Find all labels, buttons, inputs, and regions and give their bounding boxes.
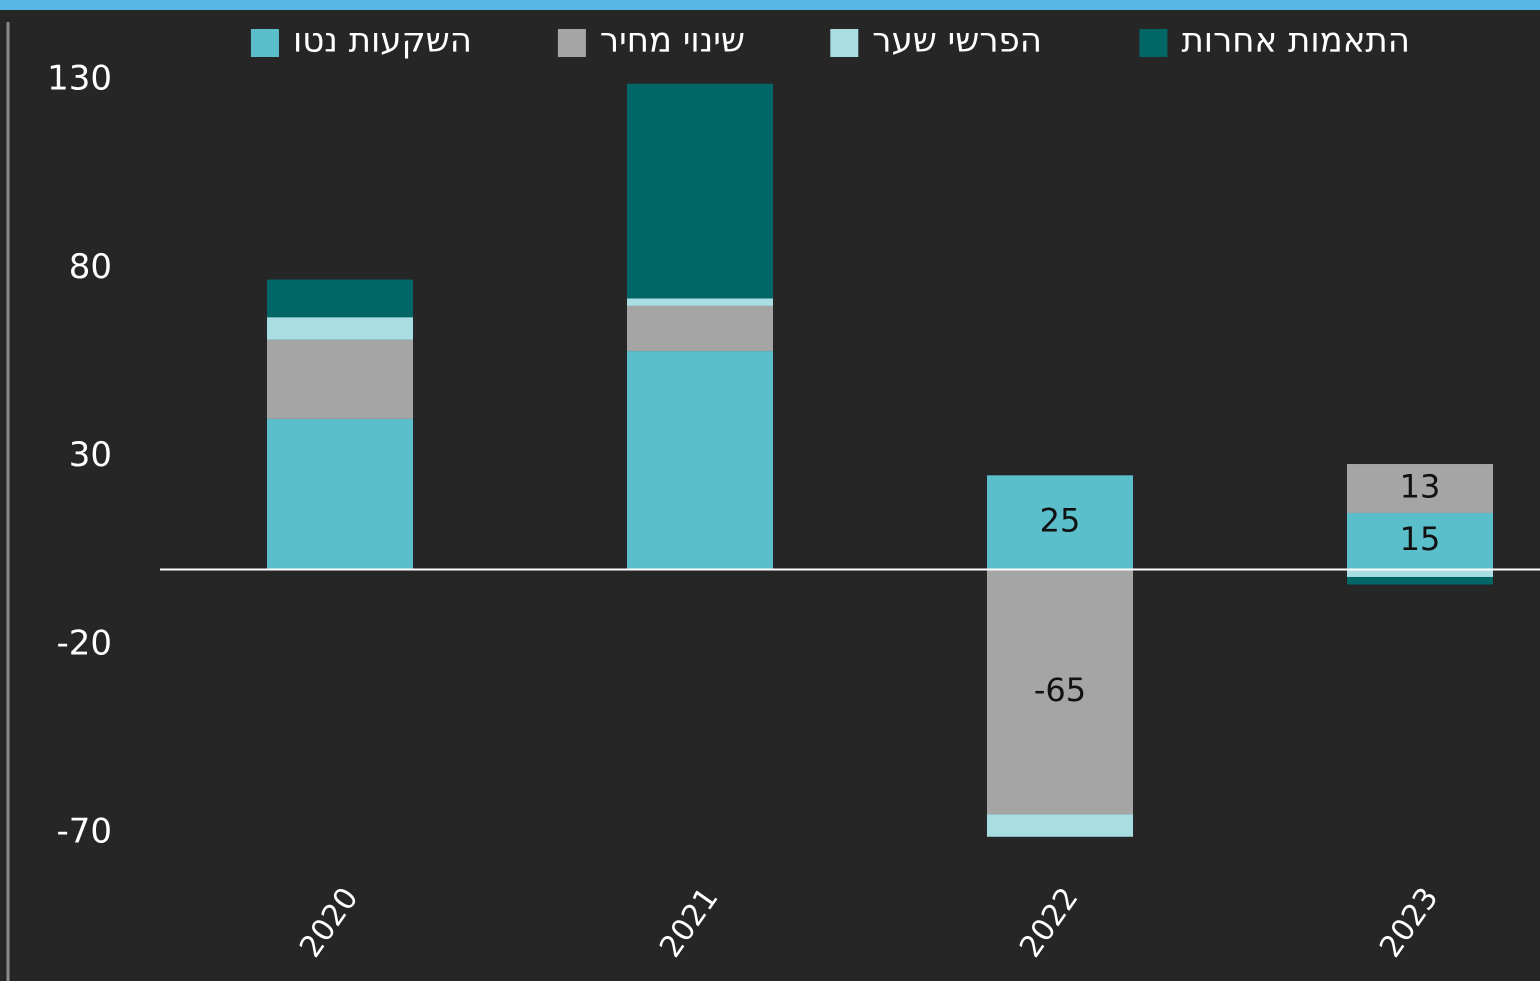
- y-tick-label: -70: [56, 812, 112, 852]
- bar-segment: [267, 317, 413, 340]
- bar-segment: [627, 83, 773, 299]
- legend-swatch: [250, 29, 279, 57]
- data-label: 13: [1400, 468, 1441, 506]
- top-band: [0, 0, 1540, 10]
- legend-swatch: [557, 29, 586, 57]
- legend-swatch: [830, 29, 859, 57]
- bar-segment: [987, 814, 1133, 837]
- y-tick-label: 30: [69, 435, 112, 475]
- bar-segment: [1347, 464, 1493, 513]
- legend-swatch: [1139, 29, 1168, 57]
- legend-label: התאמות אחרות: [1181, 21, 1410, 61]
- bar-segment: [267, 418, 413, 570]
- bar-segment: [267, 279, 413, 318]
- bar-segment: [1347, 576, 1493, 585]
- bar-segment: [627, 351, 773, 570]
- bar-segment: [987, 569, 1133, 815]
- data-label: 15: [1400, 520, 1441, 558]
- y-tick-label: 130: [47, 59, 112, 99]
- bar-segment: [627, 298, 773, 306]
- bar-segment: [987, 475, 1133, 570]
- data-label: 25: [1040, 501, 1081, 539]
- data-label: -65: [1034, 671, 1086, 709]
- bar-segment: [267, 339, 413, 419]
- legend-label: הפרשי שער: [872, 21, 1042, 61]
- bar-segment: [1347, 512, 1493, 570]
- bar-segment: [1347, 569, 1493, 577]
- y-tick-label: -20: [56, 623, 112, 663]
- legend-label: שינוי מחיר: [600, 21, 745, 61]
- bar-segment: [627, 305, 773, 352]
- y-tick-label: 80: [69, 247, 112, 287]
- legend-label: השקעות נטו: [293, 21, 472, 61]
